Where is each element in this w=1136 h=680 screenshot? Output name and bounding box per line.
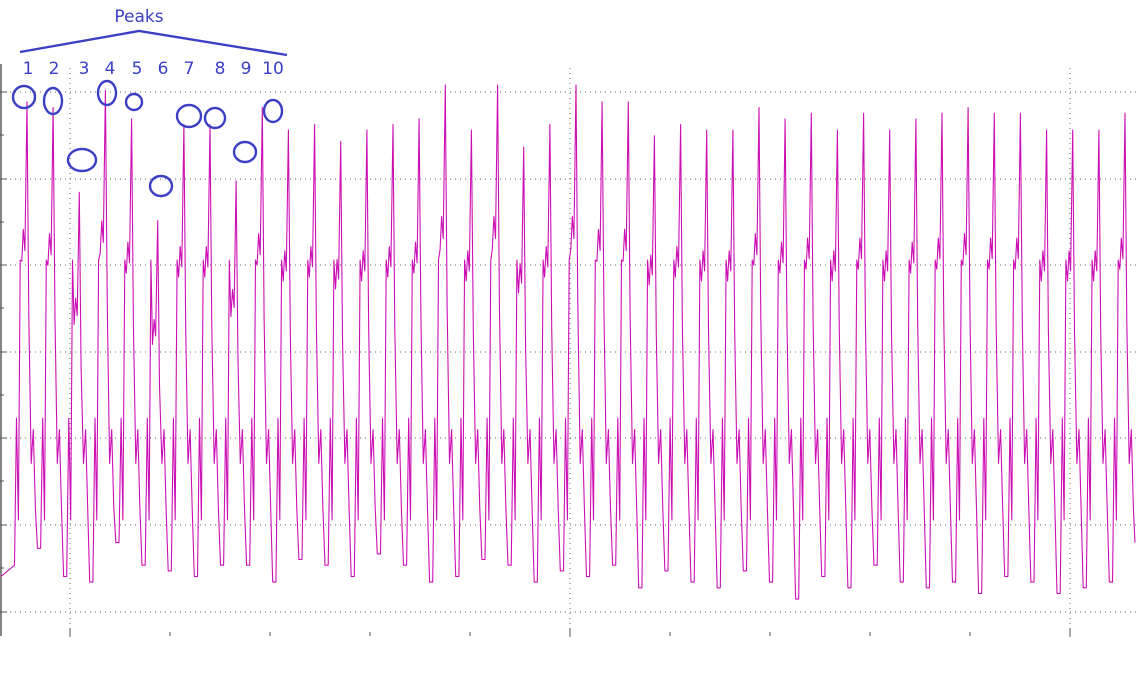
peak-label: 5 [132,59,143,79]
chart-series [0,84,1136,600]
peak-marker-circle [148,174,174,198]
peak-marker-circle [96,79,118,107]
chart-axes [0,64,1071,637]
peak-marker-circle [232,140,258,164]
peaks-bracket [19,29,288,57]
peak-label: 10 [262,59,284,79]
signal-line [0,84,1136,600]
peak-label: 6 [158,59,169,79]
peaks-title: Peaks [114,7,163,27]
peak-marker-circle [262,98,284,124]
peak-label: 2 [49,59,60,79]
peak-label: 4 [105,59,116,79]
peak-label: 3 [79,59,90,79]
peak-marker-circle [42,86,64,116]
peak-marker-circle [203,106,227,130]
chart-grid [0,68,1136,633]
peak-marker-circle [175,103,203,129]
peak-marker-circle [66,147,98,173]
peak-marker-circle [11,84,37,110]
peak-label: 1 [23,59,34,79]
peak-marker-circle [124,92,144,112]
peak-label: 9 [241,59,252,79]
peak-annotations: Peaks 1 2 3 4 5 6 7 8 9 10 [11,7,288,198]
peak-label: 7 [184,59,195,79]
peak-label: 8 [215,59,226,79]
